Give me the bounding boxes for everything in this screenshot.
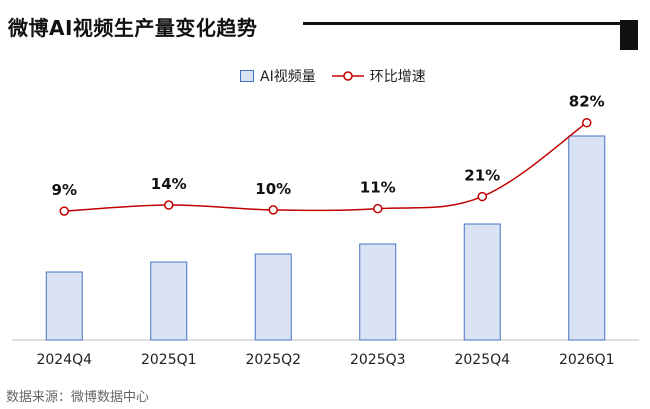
- growth-data-label: 9%: [52, 181, 77, 199]
- bar: [359, 243, 397, 341]
- legend-bar-label: AI视频量: [260, 69, 316, 85]
- bar: [150, 261, 188, 341]
- page-title: 微博AI视频生产量变化趋势: [8, 16, 258, 40]
- bar: [254, 253, 292, 341]
- growth-point: [477, 191, 487, 202]
- bar: [463, 223, 501, 341]
- growth-point: [59, 206, 69, 216]
- bar: [568, 135, 606, 341]
- legend-line-swatch: [331, 71, 364, 81]
- growth-point: [373, 203, 383, 214]
- x-tick-label: 2025Q2: [245, 352, 301, 368]
- growth-data-label: 21%: [464, 167, 500, 185]
- legend-item-line: 环比增速: [331, 66, 426, 86]
- chart-legend: AI视频量 环比增速: [240, 66, 426, 86]
- title-corner-mark: [620, 20, 638, 50]
- growth-data-label: 11%: [360, 179, 396, 197]
- growth-data-label: 10%: [255, 180, 291, 198]
- growth-point: [268, 205, 278, 215]
- x-tick-label: 2025Q1: [141, 352, 197, 368]
- growth-point: [164, 200, 174, 210]
- x-tick-label: 2025Q4: [454, 352, 510, 368]
- legend-line-label: 环比增速: [369, 69, 426, 85]
- growth-point: [582, 117, 592, 128]
- x-tick-label: 2024Q4: [36, 352, 92, 368]
- title-rule: [303, 22, 633, 25]
- legend-item-bar: AI视频量: [240, 66, 316, 86]
- growth-line: [64, 122, 588, 212]
- legend-bar-swatch: [240, 70, 254, 82]
- x-tick-label: 2025Q3: [350, 352, 406, 368]
- growth-data-label: 14%: [151, 175, 187, 193]
- bar: [45, 271, 83, 341]
- x-tick-label: 2026Q1: [559, 352, 615, 368]
- source-note: 数据来源：微博数据中心: [6, 390, 150, 405]
- growth-data-label: 82%: [569, 93, 605, 111]
